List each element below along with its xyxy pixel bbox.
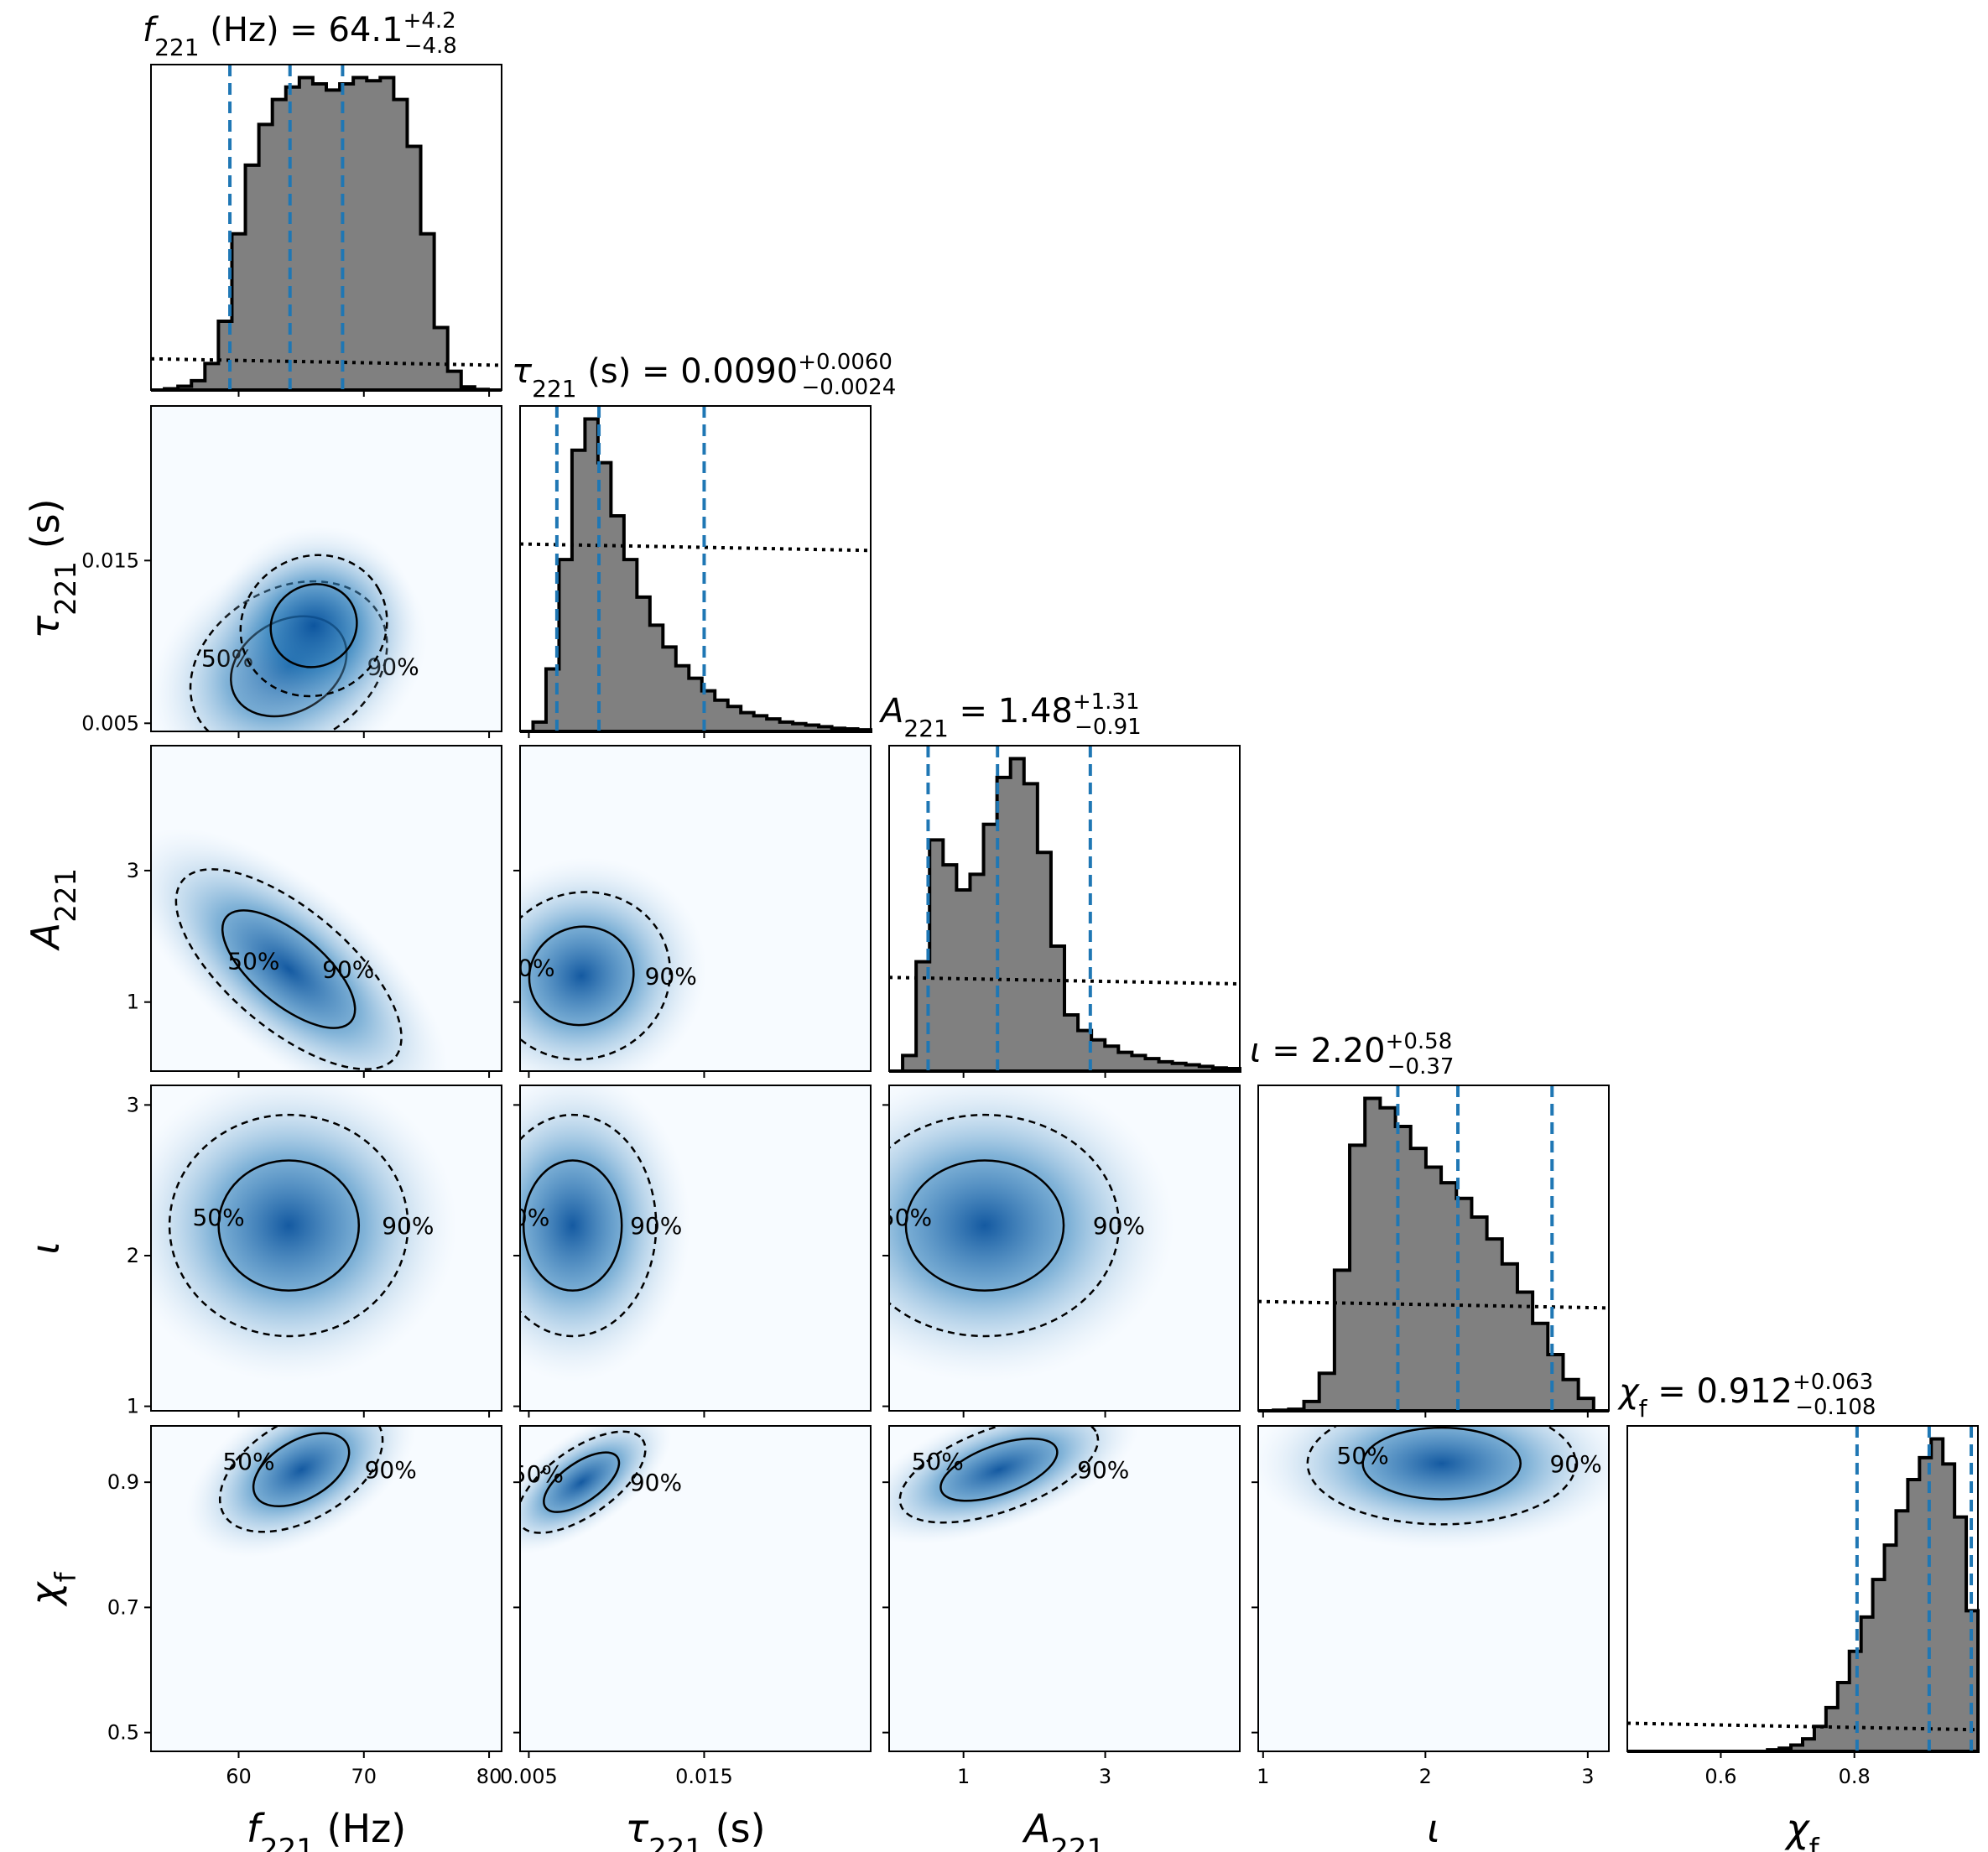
density-panel-A221-chif: 50% 90%: [888, 1425, 1241, 1752]
contour-50: [221, 909, 356, 1029]
histogram-tau221: [520, 417, 872, 733]
contour-50: [904, 1159, 1065, 1292]
density-panel-f221-tau221: 50%90%: [150, 405, 502, 732]
contour-label-50: 50%: [1337, 1442, 1389, 1470]
x-tick-label-iota: 2: [1419, 1765, 1432, 1788]
density-panel-tau221-chif: 50% 90%: [512, 1425, 872, 1752]
contour-label-50: 50%: [192, 1204, 244, 1231]
density-panel-iota-chif: 50% 90%: [1257, 1425, 1610, 1752]
density-panel-f221-chif: 50% 90%: [150, 1425, 502, 1752]
y-tick-label-chif: 0.7: [107, 1595, 139, 1619]
x-tick-label-iota: 1: [1257, 1765, 1269, 1788]
density-blob: [210, 526, 418, 726]
x-tick-label-A221: 1: [957, 1765, 970, 1788]
histogram-f221: [151, 75, 502, 392]
axis-label-A221: A221: [1022, 1806, 1105, 1852]
y-tick-label-A221: 3: [127, 859, 139, 882]
x-tick-label-f221: 80: [476, 1765, 502, 1788]
contour-label-50: 50%: [512, 1460, 564, 1488]
axis-label-A221: A221: [23, 868, 83, 951]
x-tick-label-f221: 70: [351, 1765, 377, 1788]
histogram-A221: [889, 757, 1241, 1073]
contour-label-90: 90%: [1093, 1212, 1145, 1240]
contour-label-90: 90%: [645, 962, 697, 990]
contour-50: [252, 1432, 351, 1508]
x-tick-label-tau221: 0.015: [675, 1765, 733, 1788]
contour-label-90: 90%: [382, 1212, 434, 1240]
contour-90: [520, 891, 672, 1061]
axis-label-chif: χf: [1783, 1806, 1819, 1852]
y-tick-label-iota: 3: [127, 1093, 139, 1116]
density-blob: [186, 1426, 417, 1558]
contour-90: [889, 1113, 1121, 1338]
panel-title-iota: ι = 2.20+0.58 −0.37: [1250, 1029, 1454, 1079]
contour-label-90: 90%: [630, 1469, 682, 1496]
contour-50: [522, 1159, 623, 1292]
contour-90: [520, 1113, 658, 1338]
x-tick-label-iota: 3: [1581, 1765, 1594, 1788]
density-panel-f221-A221: 50% 90%: [150, 745, 502, 1072]
y-tick-label-chif: 0.9: [107, 1470, 139, 1494]
y-tick-label-tau221: 0.005: [81, 711, 139, 735]
axis-label-tau221: τ221 (s): [625, 1806, 765, 1852]
density-blob: [889, 1426, 1139, 1545]
contour-label-50: 50%: [912, 1448, 964, 1475]
density-panel-A221-iota: 50% 90%: [880, 1085, 1241, 1412]
density-panel-tau221-A221: 50% 90%: [502, 745, 872, 1072]
contour-90: [898, 1426, 1100, 1524]
x-tick-label-chif: 0.6: [1704, 1765, 1736, 1788]
contour-50: [528, 925, 635, 1027]
x-tick-label-f221: 60: [226, 1765, 252, 1788]
contour-90: [1306, 1426, 1577, 1526]
contour-label-90: 90%: [322, 956, 374, 984]
panel-title-tau221: τ221 (s) = 0.0090+0.0060 −0.0024: [512, 350, 896, 403]
contour-label-90: 90%: [365, 1456, 417, 1484]
contour-label-50: 50%: [227, 948, 279, 975]
x-tick-label-A221: 3: [1099, 1765, 1111, 1788]
contour-label-50: 50%: [502, 954, 554, 981]
x-tick-label-tau221: 0.005: [500, 1765, 558, 1788]
density-blob: [1258, 1426, 1609, 1550]
density-blob: [520, 1085, 691, 1382]
contour-50: [217, 1159, 361, 1292]
x-tick-label-chif: 0.8: [1839, 1765, 1871, 1788]
contour-label-90: 90%: [1549, 1450, 1601, 1478]
axis-label-iota: ι: [23, 1241, 68, 1255]
contour-label-90: 90%: [1077, 1456, 1129, 1484]
contour-label-50: 50%: [880, 1204, 932, 1231]
density-blob: [520, 1426, 672, 1554]
contour-90: [239, 554, 388, 698]
panel-title-f221: f221 (Hz) = 64.1+4.2 −4.8: [143, 8, 457, 61]
density-blob: [151, 828, 448, 1071]
axis-label-f221: f221 (Hz): [247, 1806, 406, 1852]
density-panel-f221-iota: 50% 90%: [150, 1085, 502, 1412]
contour-90: [174, 868, 403, 1070]
contour-50: [269, 583, 358, 668]
contour-50: [939, 1437, 1059, 1502]
y-tick-label-tau221: 0.015: [81, 549, 139, 572]
contour-label-50: 50%: [222, 1448, 274, 1475]
y-tick-label-A221: 1: [127, 991, 139, 1014]
density-blob: [889, 1085, 1174, 1382]
panel-title-A221: A221 = 1.48+1.31 −0.91: [878, 689, 1142, 742]
y-tick-label-chif: 0.5: [107, 1721, 139, 1745]
density-blob: [151, 1085, 457, 1382]
contour-label-90: 90%: [630, 1212, 682, 1240]
axis-label-chif: χf: [23, 1571, 83, 1607]
density-panel-tau221-iota: 50% 90%: [497, 1085, 872, 1412]
density-blob: [520, 857, 707, 1071]
contour-label-50: 50%: [497, 1204, 549, 1231]
panel-title-chif: χf = 0.912+0.063 −0.108: [1617, 1370, 1876, 1423]
contour-50: [1361, 1426, 1522, 1501]
contour-90: [168, 1113, 409, 1338]
axis-label-tau221: τ221 (s): [23, 498, 83, 638]
y-tick-label-iota: 2: [127, 1244, 139, 1267]
axis-label-iota: ι: [1427, 1806, 1440, 1851]
contour-50: [543, 1451, 621, 1513]
y-tick-label-iota: 1: [127, 1395, 139, 1418]
